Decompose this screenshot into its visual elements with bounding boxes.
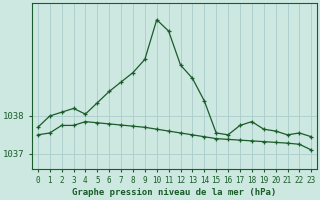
X-axis label: Graphe pression niveau de la mer (hPa): Graphe pression niveau de la mer (hPa) [72,188,277,197]
